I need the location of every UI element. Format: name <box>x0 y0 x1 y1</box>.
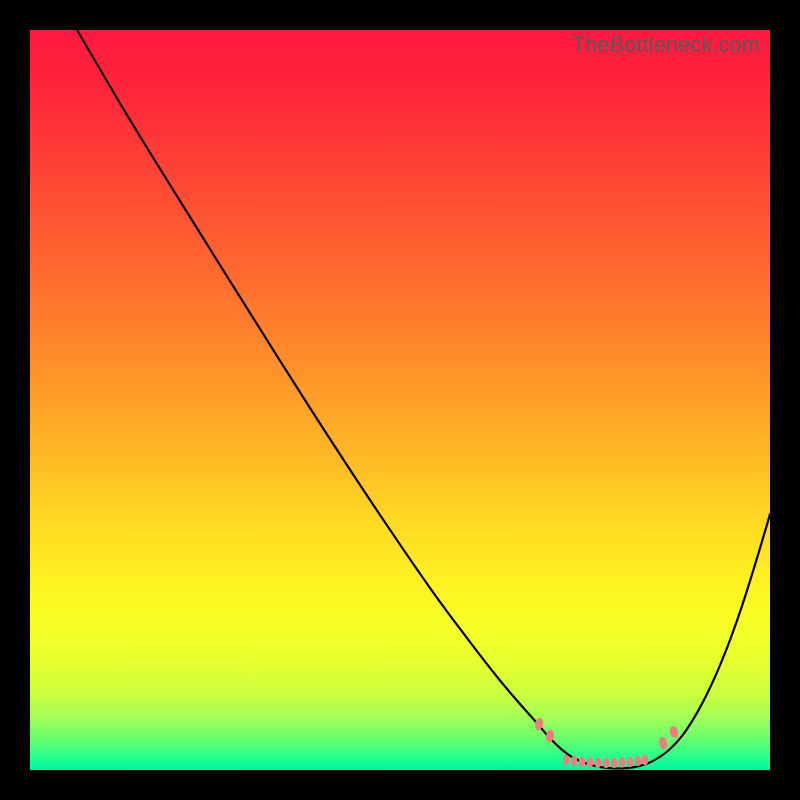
band-marker <box>579 757 586 767</box>
band-marker <box>619 757 626 767</box>
chart-frame: TheBottleneck.com <box>0 0 800 800</box>
band-marker <box>635 756 642 766</box>
plot-area <box>30 30 770 770</box>
band-marker <box>587 757 594 767</box>
band-marker <box>669 725 680 739</box>
watermark-text: TheBottleneck.com <box>572 32 760 58</box>
band-marker <box>642 755 649 765</box>
curve-overlay <box>30 30 770 770</box>
bottleneck-curve <box>77 30 770 769</box>
band-marker <box>627 757 634 767</box>
band-marker <box>571 756 578 766</box>
band-marker <box>611 758 618 768</box>
band-marker <box>563 755 570 765</box>
band-marker <box>603 758 610 768</box>
band-marker <box>658 736 668 750</box>
band-marker <box>595 758 602 768</box>
